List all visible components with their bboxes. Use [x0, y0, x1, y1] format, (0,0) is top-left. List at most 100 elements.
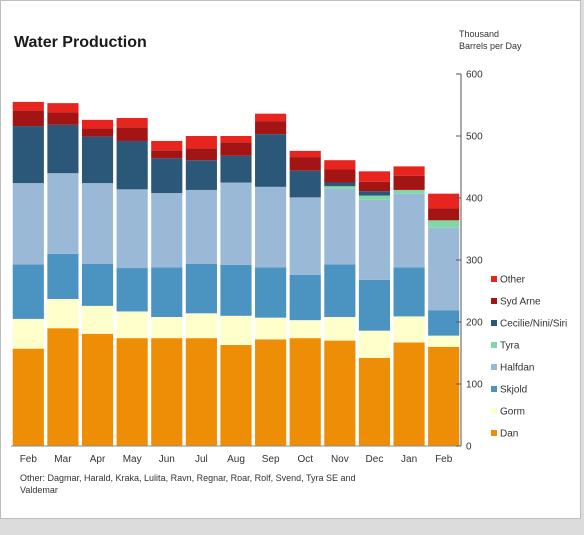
bar-halfdan-5	[185, 189, 217, 264]
y-tick-label-500: 500	[466, 132, 483, 143]
bar-skjold-10	[358, 279, 391, 331]
bar-gorm-2	[81, 305, 114, 334]
bar-gorm-3	[116, 311, 148, 339]
legend: Other Syd Arne Cecilie/Nini/Siri Tyra Halfda…	[491, 275, 567, 440]
bar-halfdan-7	[255, 186, 287, 268]
bar-other-10	[358, 171, 391, 182]
legend-label-tyra: Tyra	[500, 341, 520, 352]
y-tick-label-300: 300	[466, 256, 483, 267]
bar-syd-arne-2	[81, 128, 114, 137]
bar-dan-1	[47, 328, 79, 446]
bar-tyra-11	[393, 189, 425, 194]
bar-skjold-3	[116, 268, 148, 312]
legend-label-dan: Dan	[500, 429, 518, 440]
bar-stacks	[11, 101, 461, 447]
bar-halfdan-3	[116, 189, 148, 269]
bar-dan-0	[12, 348, 44, 446]
bar-halfdan-9	[324, 188, 356, 265]
legend-label-skjold: Skjold	[500, 385, 527, 396]
bar-halfdan-2	[81, 183, 114, 264]
bar-other-1	[47, 103, 79, 113]
bar-halfdan-12	[428, 227, 460, 311]
bar-other-6	[220, 136, 252, 143]
bar-dan-3	[116, 338, 148, 446]
bar-skjold-6	[220, 264, 252, 316]
legend-swatch-other	[491, 276, 497, 282]
bar-cecilie-nini-siri-5	[185, 160, 217, 190]
bar-dan-9	[324, 340, 356, 446]
x-tick-label-9: Nov	[331, 454, 349, 465]
bar-gorm-4	[151, 317, 183, 339]
chart-panel: Water Production Thousand Barrels per Da…	[0, 0, 581, 519]
legend-label-cecilie-nini-siri: Cecilie/Nini/Siri	[500, 319, 567, 330]
bar-halfdan-10	[358, 199, 391, 280]
bar-other-8	[289, 150, 321, 158]
bar-skjold-12	[428, 310, 460, 336]
unit-label-line-2: Barrels per Day	[459, 41, 522, 51]
bar-syd-arne-7	[255, 121, 287, 135]
legend-label-other: Other	[500, 275, 526, 286]
bar-other-2	[81, 119, 114, 129]
bar-halfdan-6	[220, 182, 252, 265]
x-tick-label-7: Sep	[262, 454, 280, 465]
bar-halfdan-1	[47, 173, 79, 254]
y-tick-label-200: 200	[466, 318, 483, 329]
x-tick-label-6: Aug	[227, 454, 245, 465]
bar-syd-arne-11	[393, 175, 425, 190]
bar-syd-arne-9	[324, 169, 356, 183]
y-tick-label-0: 0	[466, 442, 472, 453]
bar-other-4	[151, 140, 183, 151]
x-tick-label-4: Jun	[159, 454, 175, 465]
bar-cecilie-nini-siri-1	[47, 124, 79, 174]
bar-skjold-0	[12, 264, 44, 319]
bar-gorm-11	[393, 316, 425, 343]
bar-cecilie-nini-siri-10	[358, 191, 391, 196]
footnote-line-2: Valdemar	[20, 485, 58, 495]
bar-halfdan-4	[151, 193, 183, 268]
legend-swatch-tyra	[491, 342, 497, 348]
bar-syd-arne-10	[358, 181, 391, 192]
bar-other-0	[12, 101, 44, 111]
bar-syd-arne-3	[116, 127, 148, 141]
legend-swatch-cecilie-nini-siri	[491, 320, 497, 326]
bar-dan-10	[358, 357, 391, 446]
bar-skjold-2	[81, 263, 114, 306]
x-tick-label-3: May	[123, 454, 142, 465]
bar-gorm-9	[324, 317, 356, 341]
bar-dan-12	[428, 346, 460, 446]
bar-syd-arne-1	[47, 112, 79, 125]
legend-swatch-syd-arne	[491, 298, 497, 304]
bar-other-9	[324, 160, 356, 170]
bar-tyra-12	[428, 220, 460, 228]
bar-syd-arne-6	[220, 142, 252, 156]
bar-other-11	[393, 166, 425, 176]
bar-cecilie-nini-siri-7	[255, 134, 287, 187]
x-tick-label-11: Jan	[401, 454, 417, 465]
y-tick-label-600: 600	[466, 70, 483, 81]
legend-swatch-dan	[491, 430, 497, 436]
bar-syd-arne-8	[289, 157, 321, 171]
bar-cecilie-nini-siri-8	[289, 170, 321, 198]
bar-halfdan-0	[12, 183, 44, 265]
y-axis: 0 100 200 300 400 500 600	[456, 70, 483, 453]
bar-skjold-11	[393, 267, 425, 317]
x-axis-labels: Feb Mar Apr May Jun Jul Aug Sep Oct Nov Dec Jan Feb	[20, 454, 453, 465]
bar-cecilie-nini-siri-0	[12, 126, 44, 184]
bar-cecilie-nini-siri-3	[116, 140, 148, 190]
bar-dan-2	[81, 333, 114, 446]
bar-syd-arne-4	[151, 150, 183, 159]
legend-swatch-skjold	[491, 386, 497, 392]
bar-skjold-1	[47, 253, 79, 300]
bar-gorm-12	[428, 335, 460, 347]
legend-label-syd-arne: Syd Arne	[500, 297, 541, 308]
legend-swatch-gorm	[491, 408, 497, 414]
bar-skjold-8	[289, 274, 321, 321]
bar-tyra-10	[358, 195, 391, 200]
legend-label-halfdan: Halfdan	[500, 363, 534, 374]
bar-cecilie-nini-siri-9	[324, 182, 356, 187]
footnote-line-1: Other: Dagmar, Harald, Kraka, Lulita, Ra…	[20, 473, 356, 483]
bar-cecilie-nini-siri-2	[81, 136, 114, 184]
chart-title: Water Production	[14, 34, 147, 51]
bar-halfdan-8	[289, 197, 321, 275]
y-tick-label-400: 400	[466, 194, 483, 205]
